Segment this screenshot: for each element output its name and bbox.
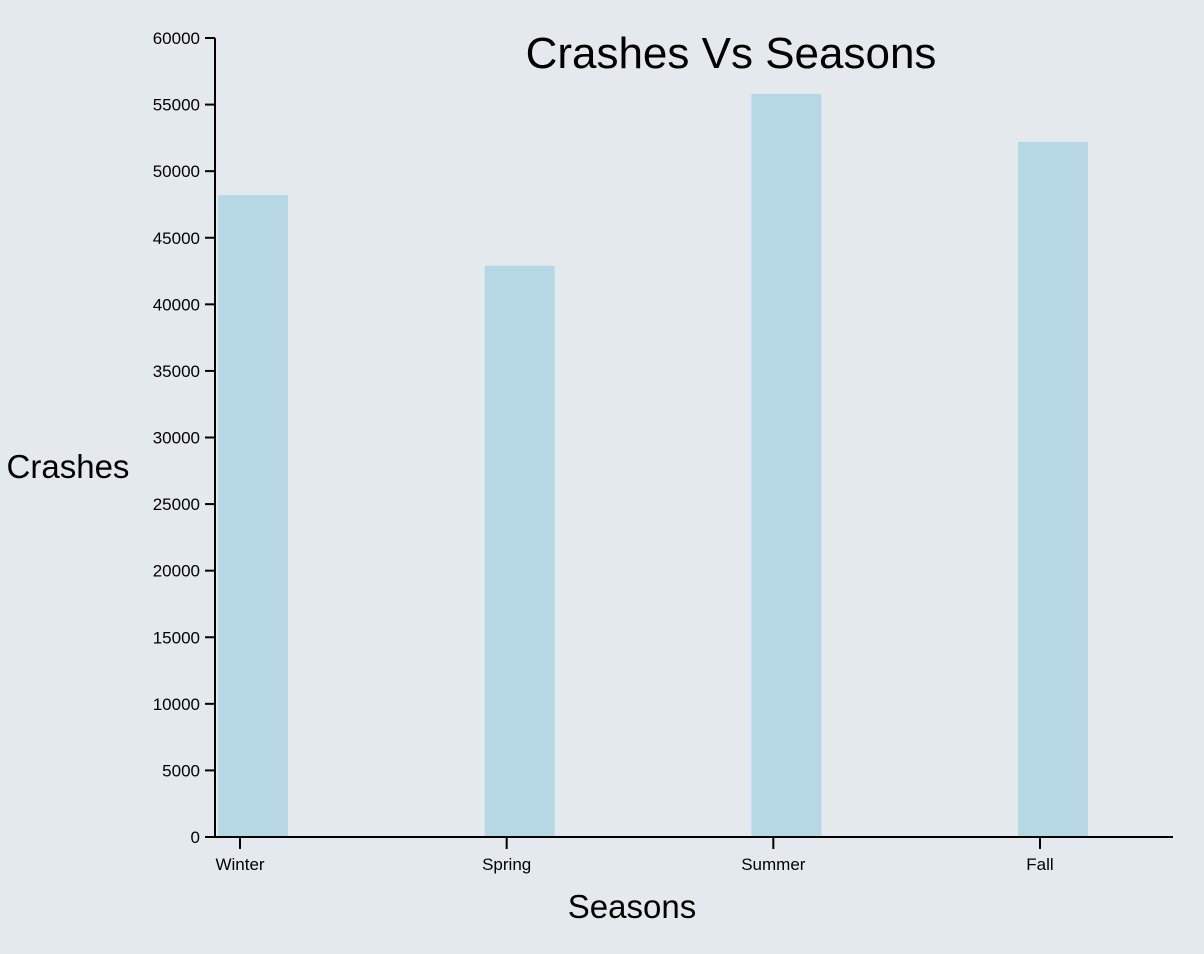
y-ticks: 0 5000 10000 15000 20000 25000 30000 35000 40000… (153, 29, 215, 847)
y-tick-label: 40000 (153, 295, 200, 314)
chart-title: Crashes Vs Seasons (526, 29, 937, 78)
y-axis-title: Crashes (7, 448, 130, 485)
bar-summer (751, 93, 822, 838)
y-tick-label: 45000 (153, 229, 200, 248)
y-tick-label: 15000 (153, 628, 200, 647)
y-tick-label: 30000 (153, 429, 200, 448)
x-ticks: Winter Spring Summer Fall (215, 837, 1054, 874)
y-tick-label: 35000 (153, 362, 200, 381)
y-tick-label: 25000 (153, 495, 200, 514)
y-tick-label: 55000 (153, 96, 200, 115)
y-tick-label: 20000 (153, 562, 200, 581)
y-tick-label: 60000 (153, 29, 200, 48)
x-tick-label: Winter (215, 855, 264, 874)
y-tick-label: 10000 (153, 695, 200, 714)
y-tick-label: 0 (191, 828, 200, 847)
x-tick-label: Spring (482, 855, 531, 874)
bar-winter (218, 195, 288, 838)
x-tick-label: Summer (741, 855, 806, 874)
y-tick-label: 5000 (162, 761, 200, 780)
y-tick-label: 50000 (153, 162, 200, 181)
x-axis-title: Seasons (568, 888, 696, 925)
bar-fall (1018, 141, 1088, 837)
x-tick-label: Fall (1026, 855, 1053, 874)
bar-spring (484, 265, 555, 838)
bars-layer (218, 93, 1088, 838)
